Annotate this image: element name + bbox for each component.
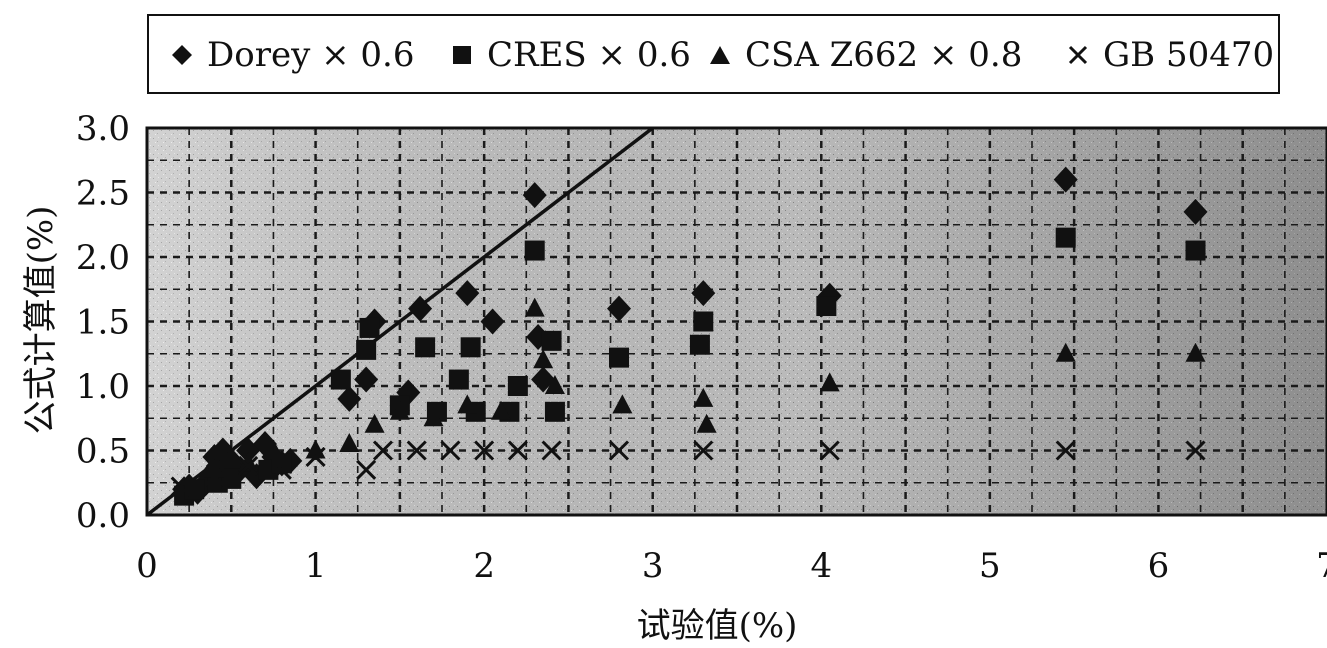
csa-point [1055, 342, 1076, 362]
x-tick-label: 1 [305, 546, 327, 586]
gb-point [819, 440, 840, 461]
gb-point [507, 440, 528, 461]
gb-point [474, 440, 495, 461]
gb-point [372, 440, 394, 461]
gb-point [541, 440, 562, 461]
csa-point [491, 400, 511, 420]
csa-point [612, 394, 633, 414]
grid [147, 128, 1327, 515]
legend: Dorey × 0.6 CRES × 0.6 CSA Z662 × 0.8 GB… [147, 14, 1280, 94]
y-axis-ticks: 0.0 0.5 1.0 1.5 2.0 2.5 3.0 [76, 109, 130, 536]
csa-point [1185, 342, 1206, 362]
cres-point [544, 401, 565, 422]
x-tick-label: 3 [642, 546, 664, 586]
dorey-point [607, 295, 631, 322]
csa-point [263, 439, 284, 459]
y-tick-label: 2.0 [76, 238, 130, 278]
legend-label-gb: GB 50470 [1103, 35, 1275, 75]
legend-label-dorey: Dorey × 0.6 [207, 35, 415, 75]
square-icon [453, 46, 471, 64]
x-tick-label: 5 [979, 546, 1001, 586]
cres-point [541, 330, 562, 351]
legend-item-dorey: Dorey × 0.6 [171, 35, 415, 75]
triangle-icon [710, 46, 730, 64]
cres-point [693, 311, 714, 332]
cres-point [689, 334, 710, 355]
dorey-point [1053, 166, 1078, 193]
csa-point [533, 349, 554, 369]
diamond-icon [172, 45, 192, 65]
gb-point [693, 440, 714, 461]
cres-point [330, 369, 351, 390]
y-tick-label: 3.0 [76, 109, 130, 149]
csa-point [339, 433, 360, 453]
y-tick-label: 0.0 [76, 496, 130, 536]
csa-point [819, 372, 840, 392]
x-tick-label: 7 [1316, 546, 1327, 586]
plot-border [145, 126, 1327, 517]
x-mark-icon [1068, 45, 1088, 65]
legend-label-csa: CSA Z662 × 0.8 [745, 35, 1023, 75]
cres-point [221, 468, 242, 489]
gb-point [1185, 440, 1206, 461]
x-axis-title: 试验值(%) [637, 606, 798, 646]
csa-point [238, 452, 259, 472]
cres-point [448, 369, 469, 390]
dorey-point [480, 308, 505, 335]
gb-point [1055, 440, 1076, 461]
dorey-point [354, 366, 379, 393]
dorey-point [455, 280, 480, 307]
cres-point [415, 337, 436, 358]
dorey-point [1183, 198, 1208, 225]
x-tick-label: 6 [1148, 546, 1170, 586]
dorey-point [691, 280, 716, 307]
y-axis-title: 公式计算值(%) [21, 206, 61, 435]
cres-point [460, 337, 481, 358]
csa-point [423, 407, 444, 427]
y-tick-label: 2.5 [76, 174, 130, 214]
gb-point [406, 440, 427, 461]
dorey-point [337, 385, 362, 412]
y-tick-label: 1.0 [76, 367, 130, 407]
x-tick-label: 2 [473, 546, 495, 586]
legend-item-cres: CRES × 0.6 [451, 35, 691, 75]
cres-point [507, 376, 528, 396]
x-tick-label: 0 [136, 546, 158, 586]
gb-point [356, 459, 377, 480]
csa-point [544, 375, 565, 394]
x-axis-ticks: 0 1 2 3 4 5 6 7 [136, 546, 1327, 586]
csa-point [696, 413, 717, 433]
dorey-point [522, 182, 547, 209]
cres-point [524, 240, 545, 261]
csa-point [221, 445, 242, 465]
gb-point [608, 440, 630, 461]
y-tick-label: 1.5 [76, 303, 130, 343]
cres-point [359, 317, 380, 338]
y-tick-label: 0.5 [76, 432, 130, 472]
gb-point [271, 459, 292, 480]
legend-item-gb: GB 50470 [1067, 35, 1274, 75]
gb-point [170, 476, 191, 497]
gb-point [440, 440, 461, 461]
dorey-point [408, 295, 433, 322]
gb-point [238, 455, 259, 477]
gb-point [204, 466, 225, 487]
cres-point [1055, 227, 1076, 248]
cres-point [1185, 240, 1206, 261]
data-points [170, 166, 1208, 506]
cres-point [609, 347, 629, 368]
csa-point [524, 297, 545, 317]
gb-point [305, 446, 326, 468]
csa-point [389, 400, 410, 420]
csa-point [693, 387, 714, 407]
csa-point [457, 394, 478, 414]
x-tick-label: 4 [810, 546, 832, 586]
legend-item-csa: CSA Z662 × 0.8 [709, 35, 1022, 75]
legend-label-cres: CRES × 0.6 [487, 35, 691, 75]
csa-point [364, 413, 385, 433]
cres-point [356, 339, 377, 360]
cres-point [816, 296, 837, 317]
